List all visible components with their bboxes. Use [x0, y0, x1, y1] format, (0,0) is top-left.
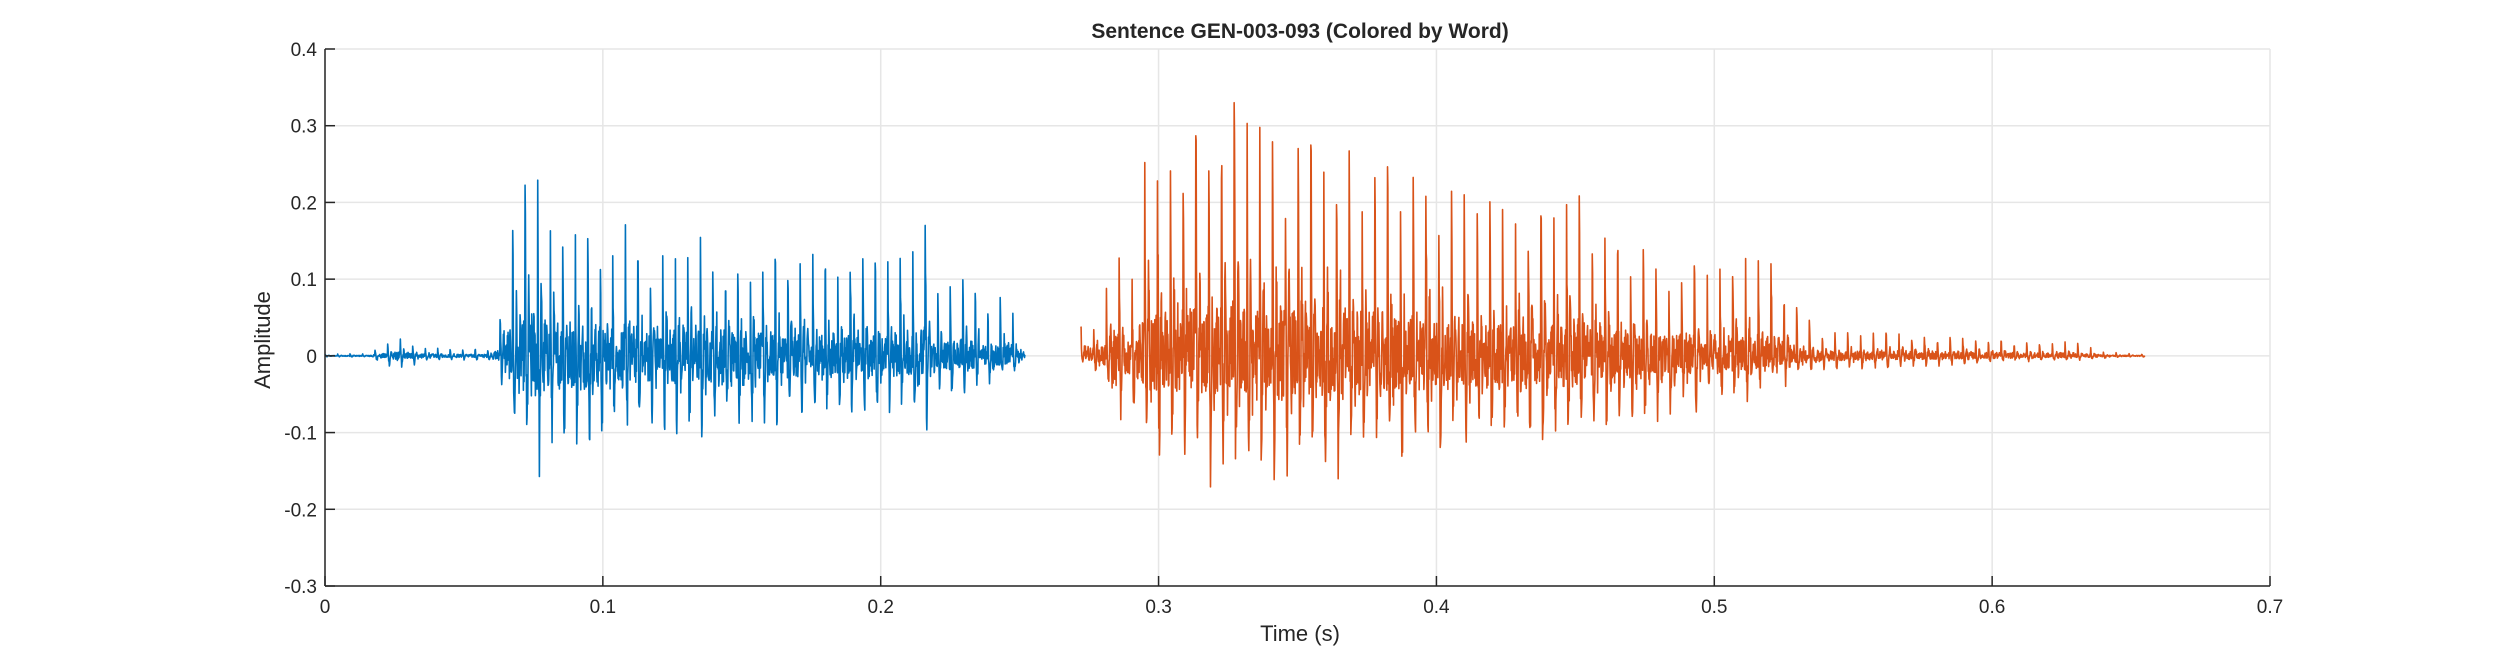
- y-tick-label: -0.3: [284, 577, 317, 598]
- y-tick-label: 0.2: [291, 193, 317, 214]
- y-tick-label: -0.2: [284, 500, 317, 521]
- x-tick-label: 0.2: [868, 597, 894, 618]
- y-axis-label: Amplitude: [250, 291, 275, 389]
- tick-labels: 0 0.1 0.2 0.3 0.4 0.5 0.6 0.7 -0.3 -0.2 -0.1 0 0.1 0.…: [284, 40, 2283, 618]
- y-tick-label: 0.3: [291, 117, 317, 138]
- x-tick-label: 0.6: [1979, 597, 2005, 618]
- y-tick-label: -0.1: [284, 424, 317, 445]
- x-tick-label: 0.7: [2257, 597, 2283, 618]
- x-tick-label: 0.1: [590, 597, 616, 618]
- chart-title: Sentence GEN-003-093 (Colored by Word): [1091, 20, 1508, 43]
- waveform-line-2: [1080, 101, 2146, 488]
- x-tick-label: 0.5: [1701, 597, 1727, 618]
- waveform-series: [324, 101, 2146, 488]
- x-tick-label: 0.3: [1145, 597, 1171, 618]
- axes: [324, 48, 2271, 587]
- x-tick-label: 0: [320, 597, 331, 618]
- y-tick-label: 0.1: [291, 270, 317, 291]
- y-tick-label: 0.4: [291, 40, 318, 61]
- y-tick-label: 0: [306, 347, 317, 368]
- waveform-line-1: [324, 179, 1026, 478]
- x-axis-label: Time (s): [1260, 621, 1340, 646]
- x-tick-label: 0.4: [1423, 597, 1450, 618]
